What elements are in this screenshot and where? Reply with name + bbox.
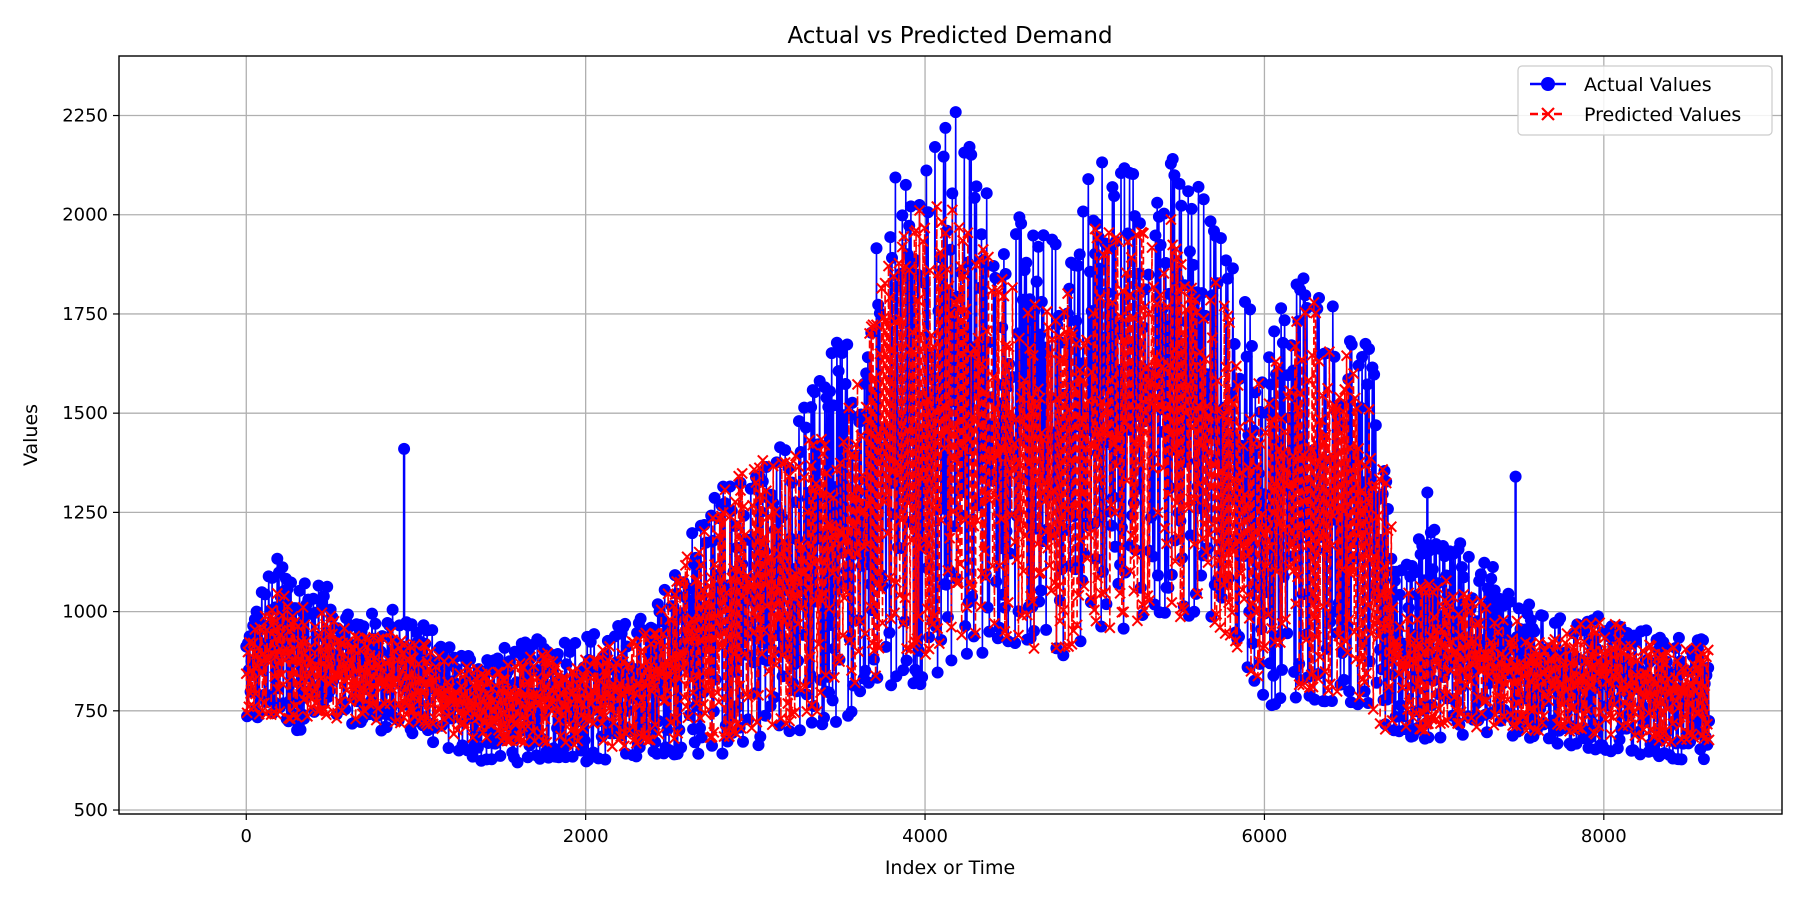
- x-tick-label: 4000: [902, 826, 948, 847]
- y-tick-label: 500: [74, 800, 108, 821]
- legend-actual-label: Actual Values: [1584, 74, 1712, 96]
- series-predicted: [240, 200, 1715, 753]
- legend-predicted-label: Predicted Values: [1584, 104, 1741, 126]
- y-tick-label: 2250: [62, 106, 108, 127]
- outlier-point: [398, 442, 411, 455]
- y-tick-label: 750: [74, 701, 108, 722]
- plot-frame: [118, 55, 1783, 815]
- x-tick-label: 6000: [1242, 826, 1288, 847]
- x-tick-label: 2000: [563, 826, 609, 847]
- legend-predicted-swatch: [1530, 107, 1566, 121]
- y-axis-label: Values: [20, 404, 42, 466]
- y-tick-label: 1500: [62, 403, 108, 424]
- outlier-point: [1509, 470, 1522, 483]
- outlier-point: [1421, 486, 1434, 499]
- plot-area: [240, 106, 1715, 769]
- y-tick-label: 1250: [62, 502, 108, 523]
- x-tick-label: 8000: [1581, 826, 1627, 847]
- legend-actual-swatch: [1530, 77, 1566, 91]
- y-tick-label: 1000: [62, 602, 108, 623]
- y-tick-label: 1750: [62, 304, 108, 325]
- x-axis-label: Index or Time: [885, 857, 1015, 879]
- legend-box: [1517, 65, 1773, 136]
- series-markers: [240, 200, 1715, 753]
- legend: Actual Values Predicted Values: [1517, 65, 1773, 136]
- x-tick-label: 0: [241, 826, 252, 847]
- axis-ticks: 0 2000 4000 6000 8000 500 750 1000 1250 1500 1750 2…: [62, 106, 1627, 847]
- y-tick-label: 2000: [62, 205, 108, 226]
- chart-title: Actual vs Predicted Demand: [787, 23, 1112, 49]
